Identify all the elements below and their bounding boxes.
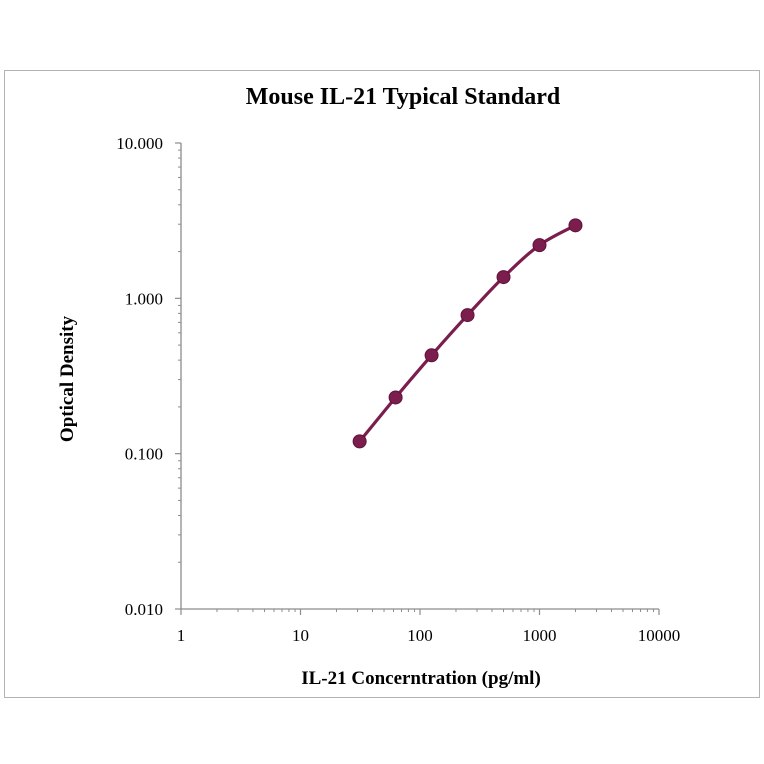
x-tick-label: 100 [407,626,433,645]
y-tick-label: 0.010 [125,600,163,619]
y-tick-label: 0.100 [125,445,163,464]
data-point [460,308,475,323]
x-tick-label: 10000 [638,626,681,645]
axes [180,143,659,610]
data-point [388,390,403,405]
chart: Mouse IL-21 Typical Standard 0.010 0.100 1… [57,84,680,689]
x-tick-label: 1 [177,626,186,645]
ticks: 0.010 0.100 1.000 10.000 1 10 100 1000 10000 [116,134,680,645]
x-tick-label: 10 [292,626,309,645]
chart-frame: Mouse IL-21 Typical Standard 0.010 0.100 1… [4,70,760,698]
series-layer [352,218,583,449]
y-tick-label: 10.000 [116,134,163,153]
x-axis-label: IL-21 Concerntration (pg/ml) [301,668,541,689]
data-point [568,218,583,233]
x-tick-label: 1000 [523,626,557,645]
chart-title: Mouse IL-21 Typical Standard [246,84,561,110]
y-tick-label: 1.000 [125,289,163,308]
data-point [496,270,511,285]
data-point [532,238,547,253]
data-point [352,434,367,449]
data-point [424,348,439,363]
y-axis-label: Optical Density [57,315,78,442]
series-line [358,223,578,443]
